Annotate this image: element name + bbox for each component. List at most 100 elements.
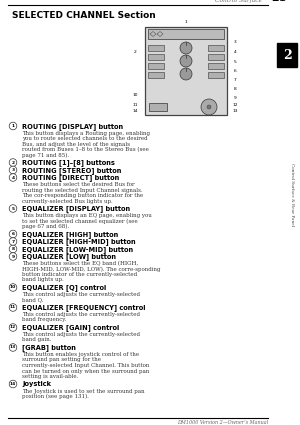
Text: 13: 13 — [232, 109, 238, 113]
Circle shape — [9, 159, 17, 166]
Text: 10: 10 — [10, 286, 16, 289]
Text: 1: 1 — [184, 20, 188, 24]
Text: EQUALIZER [GAIN] control: EQUALIZER [GAIN] control — [22, 325, 119, 332]
Text: 8: 8 — [234, 87, 236, 91]
Text: EQUALIZER [HIGH] button: EQUALIZER [HIGH] button — [22, 231, 118, 238]
Text: This button enables joystick control of the: This button enables joystick control of … — [22, 352, 139, 357]
Circle shape — [9, 253, 17, 260]
Text: 13: 13 — [10, 346, 16, 349]
Text: This button displays an EQ page, enabling you: This button displays an EQ page, enablin… — [22, 213, 152, 218]
Circle shape — [9, 238, 17, 245]
Text: page 67 and 68).: page 67 and 68). — [22, 224, 69, 229]
Text: These buttons select the EQ band (HIGH,: These buttons select the EQ band (HIGH, — [22, 261, 138, 266]
Text: Control Surface & Rear Panel: Control Surface & Rear Panel — [290, 164, 294, 227]
Text: ROUTING [DIRECT] button: ROUTING [DIRECT] button — [22, 175, 119, 181]
Bar — [208, 45, 224, 51]
Circle shape — [9, 166, 17, 174]
Text: The Joystick is used to set the surround pan: The Joystick is used to set the surround… — [22, 388, 145, 394]
Text: 1: 1 — [11, 124, 15, 128]
Text: DM1000 Version 2—Owner’s Manual: DM1000 Version 2—Owner’s Manual — [177, 420, 268, 425]
Circle shape — [9, 205, 17, 212]
Text: band gain.: band gain. — [22, 337, 52, 343]
Bar — [145, 27, 227, 115]
Text: 9: 9 — [11, 255, 15, 258]
Text: [GRAB] button: [GRAB] button — [22, 345, 76, 351]
Text: you to route selected channels to the desired: you to route selected channels to the de… — [22, 136, 148, 141]
Text: 5: 5 — [234, 60, 236, 64]
Text: 3: 3 — [234, 40, 236, 44]
Circle shape — [180, 55, 192, 67]
Text: This button displays a Routing page, enabling: This button displays a Routing page, ena… — [22, 130, 150, 136]
Text: can be turned on only when the surround pan: can be turned on only when the surround … — [22, 368, 149, 374]
Bar — [148, 29, 224, 39]
Text: 6: 6 — [234, 69, 236, 73]
Text: band frequency.: band frequency. — [22, 317, 66, 323]
Bar — [208, 54, 224, 60]
Text: HIGH-MID, LOW-MID, LOW). The corre-sponding: HIGH-MID, LOW-MID, LOW). The corre-spond… — [22, 266, 160, 272]
Text: to set the selected channel equalizer (see: to set the selected channel equalizer (s… — [22, 218, 138, 224]
Text: 12: 12 — [232, 103, 238, 107]
Text: 5: 5 — [11, 207, 14, 210]
Circle shape — [9, 284, 17, 291]
Text: 4: 4 — [234, 50, 236, 54]
Text: EQUALIZER [DISPLAY] button: EQUALIZER [DISPLAY] button — [22, 206, 130, 212]
Text: ROUTING [1]–[8] buttons: ROUTING [1]–[8] buttons — [22, 159, 115, 167]
Text: 7: 7 — [234, 78, 236, 82]
Text: 10: 10 — [132, 93, 138, 97]
Text: 11: 11 — [132, 103, 138, 107]
Text: currently-selected Bus lights up.: currently-selected Bus lights up. — [22, 198, 113, 204]
Text: 2: 2 — [134, 50, 136, 54]
Text: currently-selected Input Channel. This button: currently-selected Input Channel. This b… — [22, 363, 149, 368]
Circle shape — [180, 42, 192, 54]
Circle shape — [9, 122, 17, 130]
Text: 6: 6 — [11, 232, 14, 236]
Circle shape — [9, 324, 17, 332]
Text: EQUALIZER [FREQUENCY] control: EQUALIZER [FREQUENCY] control — [22, 304, 146, 312]
Text: EQUALIZER [Q] control: EQUALIZER [Q] control — [22, 284, 106, 292]
Circle shape — [201, 99, 217, 115]
Circle shape — [9, 174, 17, 181]
Text: 12: 12 — [10, 326, 16, 329]
Text: Joystick: Joystick — [22, 381, 51, 387]
Text: 2: 2 — [283, 48, 291, 62]
Text: band lights up.: band lights up. — [22, 278, 64, 283]
Text: routed from Buses 1–8 to the Stereo Bus (see: routed from Buses 1–8 to the Stereo Bus … — [22, 147, 149, 152]
Text: button indicator of the currently-selected: button indicator of the currently-select… — [22, 272, 137, 277]
Text: 14: 14 — [10, 382, 16, 386]
Text: SELECTED CHANNEL Section: SELECTED CHANNEL Section — [12, 11, 156, 20]
Bar — [148, 63, 164, 69]
Text: EQUALIZER [LOW] button: EQUALIZER [LOW] button — [22, 253, 116, 261]
Bar — [277, 43, 297, 67]
Text: This control adjusts the currently-selected: This control adjusts the currently-selec… — [22, 312, 140, 317]
Circle shape — [9, 230, 17, 238]
Bar — [149, 103, 167, 111]
Text: These buttons select the desired Bus for: These buttons select the desired Bus for — [22, 182, 135, 187]
Bar — [148, 72, 164, 78]
Circle shape — [9, 304, 17, 311]
Bar — [148, 54, 164, 60]
Text: 21: 21 — [271, 0, 286, 3]
Text: surround pan setting for the: surround pan setting for the — [22, 357, 101, 363]
Text: The cor-responding button indicator for the: The cor-responding button indicator for … — [22, 193, 143, 198]
Text: EQUALIZER [LOW-MID] button: EQUALIZER [LOW-MID] button — [22, 246, 133, 253]
Text: 3: 3 — [11, 168, 14, 172]
Text: This control adjusts the currently-selected: This control adjusts the currently-selec… — [22, 292, 140, 297]
Text: 7: 7 — [11, 240, 14, 244]
Circle shape — [9, 344, 17, 351]
Text: ROUTING [DISPLAY] button: ROUTING [DISPLAY] button — [22, 123, 123, 130]
Text: 4: 4 — [11, 176, 15, 179]
Bar — [148, 45, 164, 51]
Circle shape — [180, 68, 192, 80]
Text: routing the selected Input Channel signals.: routing the selected Input Channel signa… — [22, 187, 142, 193]
Text: 11: 11 — [10, 306, 16, 309]
Circle shape — [9, 245, 17, 253]
Bar — [208, 72, 224, 78]
Text: This control adjusts the currently-selected: This control adjusts the currently-selec… — [22, 332, 140, 337]
Text: position (see page 131).: position (see page 131). — [22, 394, 89, 399]
Text: ROUTING [STEREO] button: ROUTING [STEREO] button — [22, 167, 122, 174]
Text: setting is avail-able.: setting is avail-able. — [22, 374, 78, 379]
Text: 8: 8 — [11, 247, 14, 251]
Text: 14: 14 — [132, 109, 138, 113]
Text: 9: 9 — [234, 96, 236, 100]
Text: page 71 and 85).: page 71 and 85). — [22, 153, 69, 158]
